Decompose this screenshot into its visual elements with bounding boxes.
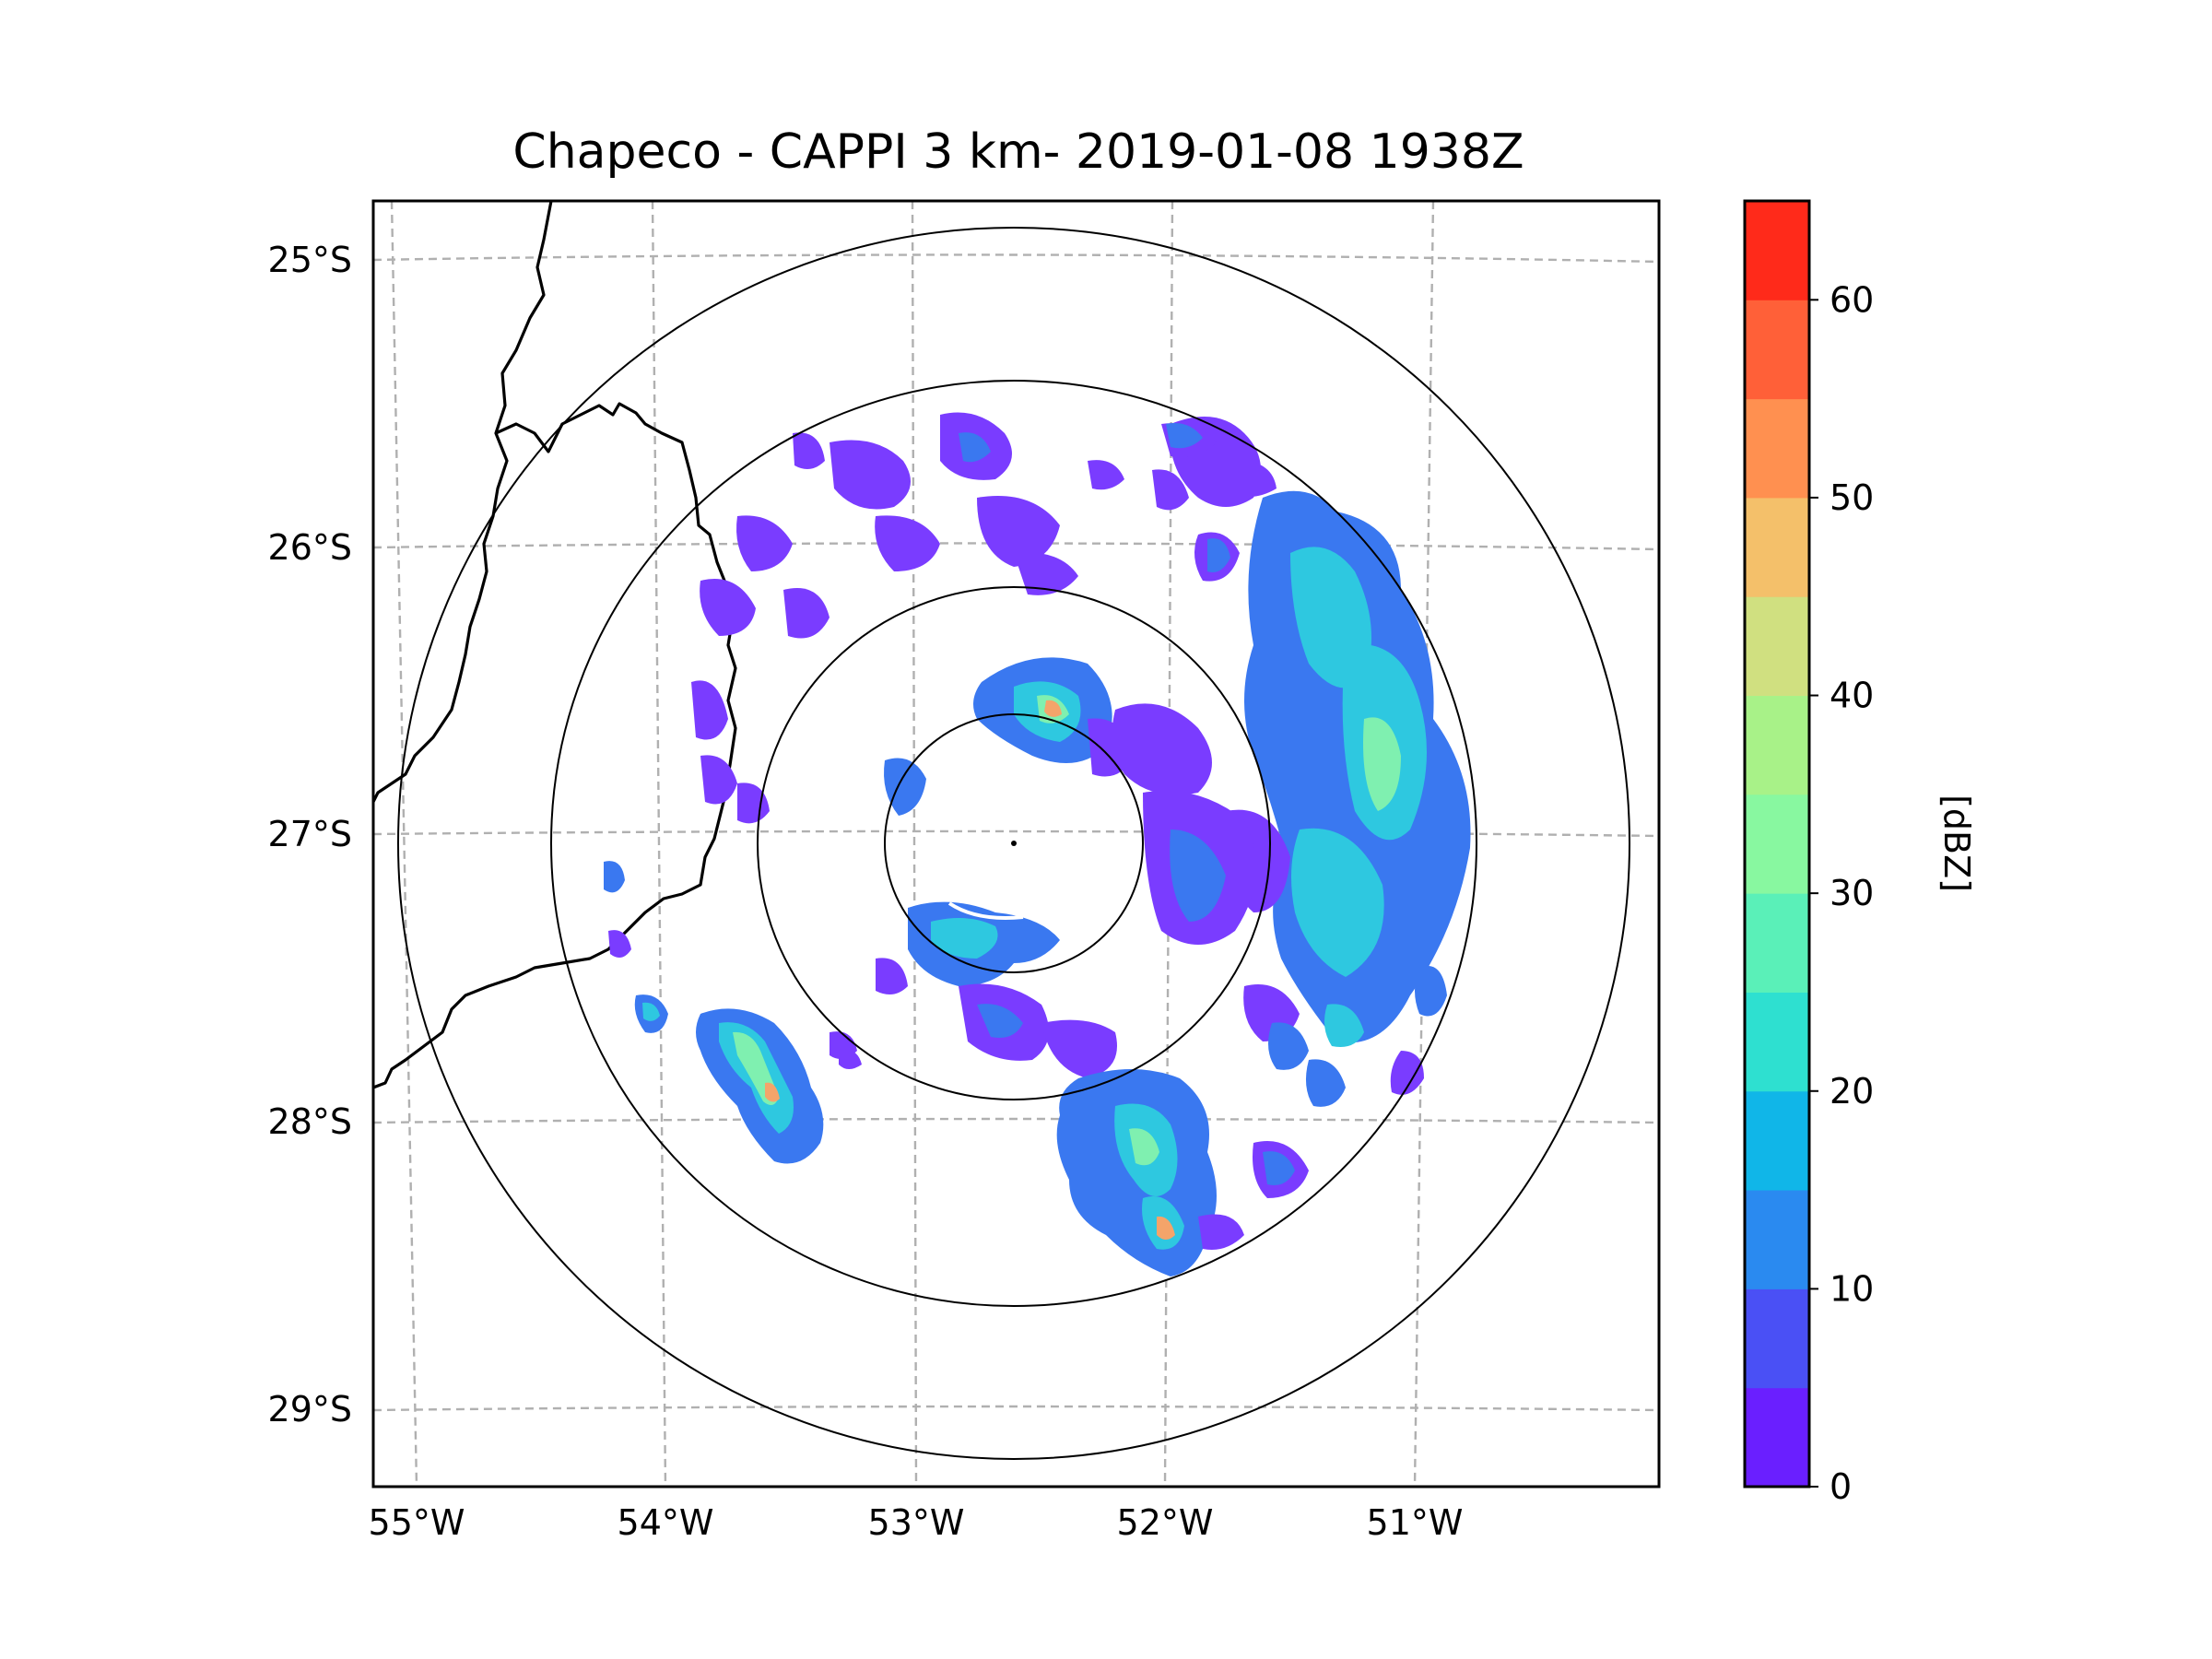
range-ring-1	[884, 713, 1144, 973]
echo-region	[642, 1002, 660, 1021]
echo-region	[691, 680, 728, 740]
colorbar-segment	[1745, 596, 1809, 697]
lon-label-55w: 55°W	[369, 1502, 465, 1543]
echo-region	[830, 1031, 857, 1059]
colorbar-segment	[1745, 794, 1809, 894]
colorbar-tick-label: 40	[1830, 676, 1874, 716]
echo-region	[1044, 700, 1062, 717]
echo-region	[1390, 1051, 1424, 1095]
echo-region	[1088, 460, 1124, 490]
colorbar-segment	[1745, 992, 1809, 1092]
longitude-line-53w	[911, 201, 918, 1487]
argentina-brazil-border	[373, 402, 737, 1089]
colorbar-segment	[1745, 1288, 1809, 1389]
echo-region	[875, 515, 940, 571]
colorbar-segment	[1745, 893, 1809, 993]
inner-arc-north	[934, 763, 1006, 804]
echo-region	[977, 496, 1060, 567]
echo-region	[1415, 966, 1447, 1017]
echo-region	[1305, 1059, 1346, 1107]
longitude-line-54w	[651, 201, 667, 1487]
echo-region	[1014, 552, 1078, 595]
echo-region	[604, 861, 625, 893]
echo-region	[1166, 423, 1203, 449]
latitude-line-29s	[373, 1405, 1659, 1412]
echo-region	[884, 758, 926, 816]
colorbar-segment	[1745, 497, 1809, 597]
lat-label-29s: 29°S	[268, 1389, 352, 1430]
echo-region	[830, 440, 911, 510]
map-title: Chapeco - CAPPI 3 km- 2019-01-08 1938Z	[512, 124, 1524, 180]
echo-region	[700, 755, 737, 805]
echo-region	[1041, 1019, 1117, 1078]
echo-region	[608, 930, 631, 958]
colorbar-segment	[1745, 398, 1809, 499]
colorbar-tick-label: 30	[1830, 873, 1874, 913]
range-ring-3	[550, 380, 1477, 1307]
cone-of-silence-arcs	[934, 763, 1024, 920]
colorbar-label: [dBZ]	[1936, 794, 1977, 892]
colorbar-segment	[1745, 300, 1809, 400]
colorbar-segment	[1745, 695, 1809, 795]
colorbar-tick-label: 0	[1830, 1466, 1852, 1507]
echo-region	[1170, 830, 1226, 922]
colorbar-segment	[1745, 1190, 1809, 1289]
lon-label-54w: 54°W	[618, 1502, 714, 1543]
echo-region	[783, 588, 830, 639]
echo-region	[1088, 718, 1134, 777]
echo-region	[1198, 1214, 1244, 1250]
lat-label-28s: 28°S	[268, 1101, 352, 1142]
latitude-line-28s	[373, 1117, 1659, 1124]
range-ring-4	[397, 227, 1630, 1460]
colorbar-segment	[1745, 1387, 1809, 1488]
colorbar-tick-label: 20	[1830, 1071, 1874, 1112]
echo-region	[1157, 1216, 1175, 1240]
argentina-paraguay-border	[373, 201, 553, 803]
echo-region	[959, 432, 991, 463]
longitude-line-55w	[390, 201, 418, 1487]
echo-region	[1129, 1128, 1159, 1166]
colorbar: 0 10 20 30 40 50 60	[1743, 199, 1874, 1507]
echo-region	[1363, 717, 1401, 811]
echo-region	[765, 1082, 780, 1102]
colorbar-segment	[1745, 1090, 1809, 1191]
echo-region	[1226, 460, 1277, 497]
range-ring-2	[757, 586, 1271, 1100]
radar-site-marker	[1011, 841, 1017, 846]
echo-region	[1207, 538, 1230, 572]
colorbar-tick-label: 50	[1830, 477, 1874, 518]
longitude-labels: 55°W 54°W 53°W 52°W 51°W	[369, 1502, 1464, 1543]
colorbar-tick-label: 60	[1830, 279, 1874, 320]
lat-label-27s: 27°S	[268, 814, 352, 854]
echo-region	[1152, 469, 1189, 511]
echo-region	[1291, 828, 1384, 977]
inner-arc-south	[947, 901, 1024, 920]
echo-region	[876, 958, 908, 994]
lon-label-51w: 51°W	[1367, 1502, 1464, 1543]
radar-echoes	[604, 412, 1471, 1277]
echo-region	[977, 1004, 1023, 1038]
lon-label-53w: 53°W	[868, 1502, 965, 1543]
map-frame	[371, 199, 1661, 1488]
range-rings	[397, 227, 1630, 1460]
colorbar-tick-label: 10	[1830, 1268, 1874, 1309]
echo-region	[737, 782, 770, 824]
lon-label-52w: 52°W	[1117, 1502, 1214, 1543]
country-borders	[373, 201, 737, 1089]
echo-region	[1324, 1004, 1364, 1047]
echo-region	[793, 432, 825, 469]
echo-region	[736, 515, 793, 571]
echo-region	[1112, 703, 1212, 795]
echo-region	[1268, 1022, 1309, 1070]
latitude-labels: 25°S 26°S 27°S 28°S 29°S	[268, 240, 352, 1430]
echo-region	[931, 918, 998, 959]
echo-region	[1263, 1151, 1295, 1185]
colorbar-frame	[1743, 199, 1811, 1488]
colorbar-segment	[1745, 201, 1809, 300]
lat-label-25s: 25°S	[268, 240, 352, 280]
echo-region	[700, 579, 756, 636]
latitude-line-25s	[373, 253, 1659, 264]
lat-label-26s: 26°S	[268, 527, 352, 568]
